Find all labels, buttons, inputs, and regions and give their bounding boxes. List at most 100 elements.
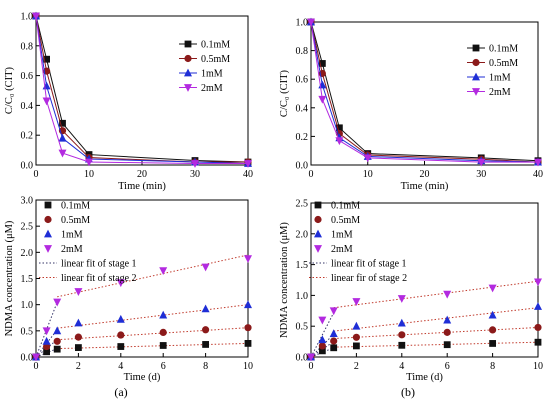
- y-tick-label: 0.6: [21, 71, 34, 82]
- data-point: [244, 255, 252, 264]
- x-tick-label: 0: [34, 169, 39, 180]
- y-axis-label: C/C₀ (CIT): [4, 66, 15, 114]
- data-point: [335, 124, 343, 132]
- data-point: [353, 342, 360, 350]
- x-tick-label: 10: [363, 169, 373, 180]
- series-1mM: [32, 300, 252, 361]
- data-point: [330, 344, 338, 352]
- legend-label: linear fit of stage 2: [61, 273, 137, 284]
- legend-marker: [184, 54, 192, 63]
- x-tick-label: 30: [476, 169, 486, 180]
- data-point: [318, 60, 326, 67]
- data-point: [116, 314, 125, 323]
- y-tick-label: 0.8: [21, 41, 34, 52]
- chart-b-bottom: 0 2 4 6 8 10 0.0 0.5 1.0 1.5 2.0 2.5 Time (d) NDMA co…: [279, 199, 543, 384]
- y-tick-label: 0.5: [21, 326, 34, 337]
- data-point: [202, 326, 210, 334]
- x-axis-label: Time (min): [118, 181, 166, 192]
- series-line: [310, 21, 539, 162]
- legend: 0.1mM 0.5mM 1mM 2mM: [179, 40, 230, 94]
- x-tick-label: 30: [190, 169, 200, 180]
- data-point: [32, 12, 40, 21]
- data-point: [330, 337, 338, 345]
- data-point: [488, 310, 497, 319]
- legend-marker: [44, 229, 52, 238]
- y-tick-label: 0.0: [296, 161, 309, 172]
- x-tick-label: 8: [490, 361, 495, 372]
- series-line: [310, 21, 538, 163]
- legend-marker: [184, 68, 192, 77]
- legend-marker: [314, 215, 322, 224]
- data-point: [477, 158, 486, 167]
- x-axis-label: Time (d): [406, 372, 443, 383]
- legend-label: 0.5mM: [489, 58, 518, 69]
- legend-marker: [472, 58, 480, 67]
- data-point: [534, 302, 542, 310]
- legend-label: 0.1mM: [61, 201, 90, 212]
- legend-marker: [314, 245, 322, 253]
- chart-a-bottom: 0 2 4 6 8 10 0.0 0.5 1.0 1.5 2.0 2.5 3.0 Time (d) NDMA…: [4, 196, 253, 384]
- fit-line-stage-2: [333, 341, 539, 348]
- data-point: [397, 295, 406, 303]
- data-point: [42, 327, 51, 336]
- fit-line-stage-2: [57, 304, 249, 329]
- y-tick-label: 1.5: [296, 260, 309, 271]
- data-point: [42, 97, 51, 106]
- legend: 0.1mM 0.5mM 1mM 2mM linear fit of stage 1 lin…: [39, 201, 137, 284]
- fit-line-stage-2: [57, 254, 249, 298]
- fit-line-stage-2: [57, 327, 249, 341]
- legend-marker: [184, 84, 192, 92]
- data-point: [116, 279, 125, 288]
- data-point: [318, 95, 327, 104]
- data-point: [318, 347, 326, 355]
- series-line: [35, 15, 248, 165]
- y-tick-label: 0.4: [296, 103, 309, 114]
- legend-marker: [472, 72, 480, 81]
- x-tick-label: 8: [203, 361, 208, 372]
- legend: 0.1mM 0.5mM 1mM 2mM linear fit of stage 1 lin…: [309, 201, 407, 284]
- chart-a-top: 0 10 20 30 40 0.0 0.2 0.4 0.6 0.8 1.0 Time (min) C/C…: [4, 12, 253, 193]
- legend-label: 2mM: [331, 244, 353, 255]
- data-point: [488, 284, 497, 293]
- y-tick-label: 1.0: [21, 12, 34, 23]
- series-1mM: [307, 302, 542, 361]
- legend-label: linear fit of stage 1: [61, 259, 137, 270]
- data-point: [159, 328, 167, 337]
- y-axis-label: C/C₀ (CIT): [279, 69, 290, 117]
- x-tick-label: 0: [34, 361, 39, 372]
- data-point: [534, 323, 542, 332]
- y-tick-label: 0.8: [296, 46, 309, 57]
- data-point: [443, 328, 451, 336]
- data-point: [318, 335, 327, 344]
- series-2mM: [32, 12, 252, 168]
- data-point: [363, 154, 372, 163]
- data-point: [534, 278, 542, 287]
- legend-label: linear fir of stage 2: [331, 273, 407, 284]
- data-point: [53, 337, 61, 345]
- series-2mM: [32, 255, 252, 362]
- fit-line-stage-2: [57, 342, 249, 350]
- chart-b-top: 0 10 20 30 40 0.0 0.2 0.4 0.6 0.8 1.0 Time (min) C/C…: [279, 18, 543, 193]
- legend-label: 0.1mM: [331, 201, 360, 212]
- x-tick-label: 4: [399, 361, 404, 372]
- series-line: [35, 15, 249, 163]
- x-tick-label: 6: [161, 361, 166, 372]
- data-point: [43, 55, 50, 63]
- x-tick-label: 4: [118, 361, 123, 372]
- y-tick-label: 0.2: [21, 131, 34, 142]
- data-point: [191, 160, 199, 168]
- legend-label: 1mM: [201, 69, 223, 80]
- data-point: [59, 119, 66, 127]
- data-point: [443, 315, 452, 324]
- legend-label: 1mM: [489, 73, 511, 84]
- x-tick-label: 40: [533, 169, 543, 180]
- y-axis-label: NDMA concentration (μM): [279, 222, 290, 338]
- y-tick-label: 0.4: [21, 101, 34, 112]
- data-point: [534, 158, 542, 167]
- x-tick-label: 10: [533, 361, 543, 372]
- data-point: [443, 341, 451, 349]
- series-0.5mM: [307, 323, 542, 361]
- x-tick-label: 6: [445, 361, 450, 372]
- data-point: [53, 326, 62, 335]
